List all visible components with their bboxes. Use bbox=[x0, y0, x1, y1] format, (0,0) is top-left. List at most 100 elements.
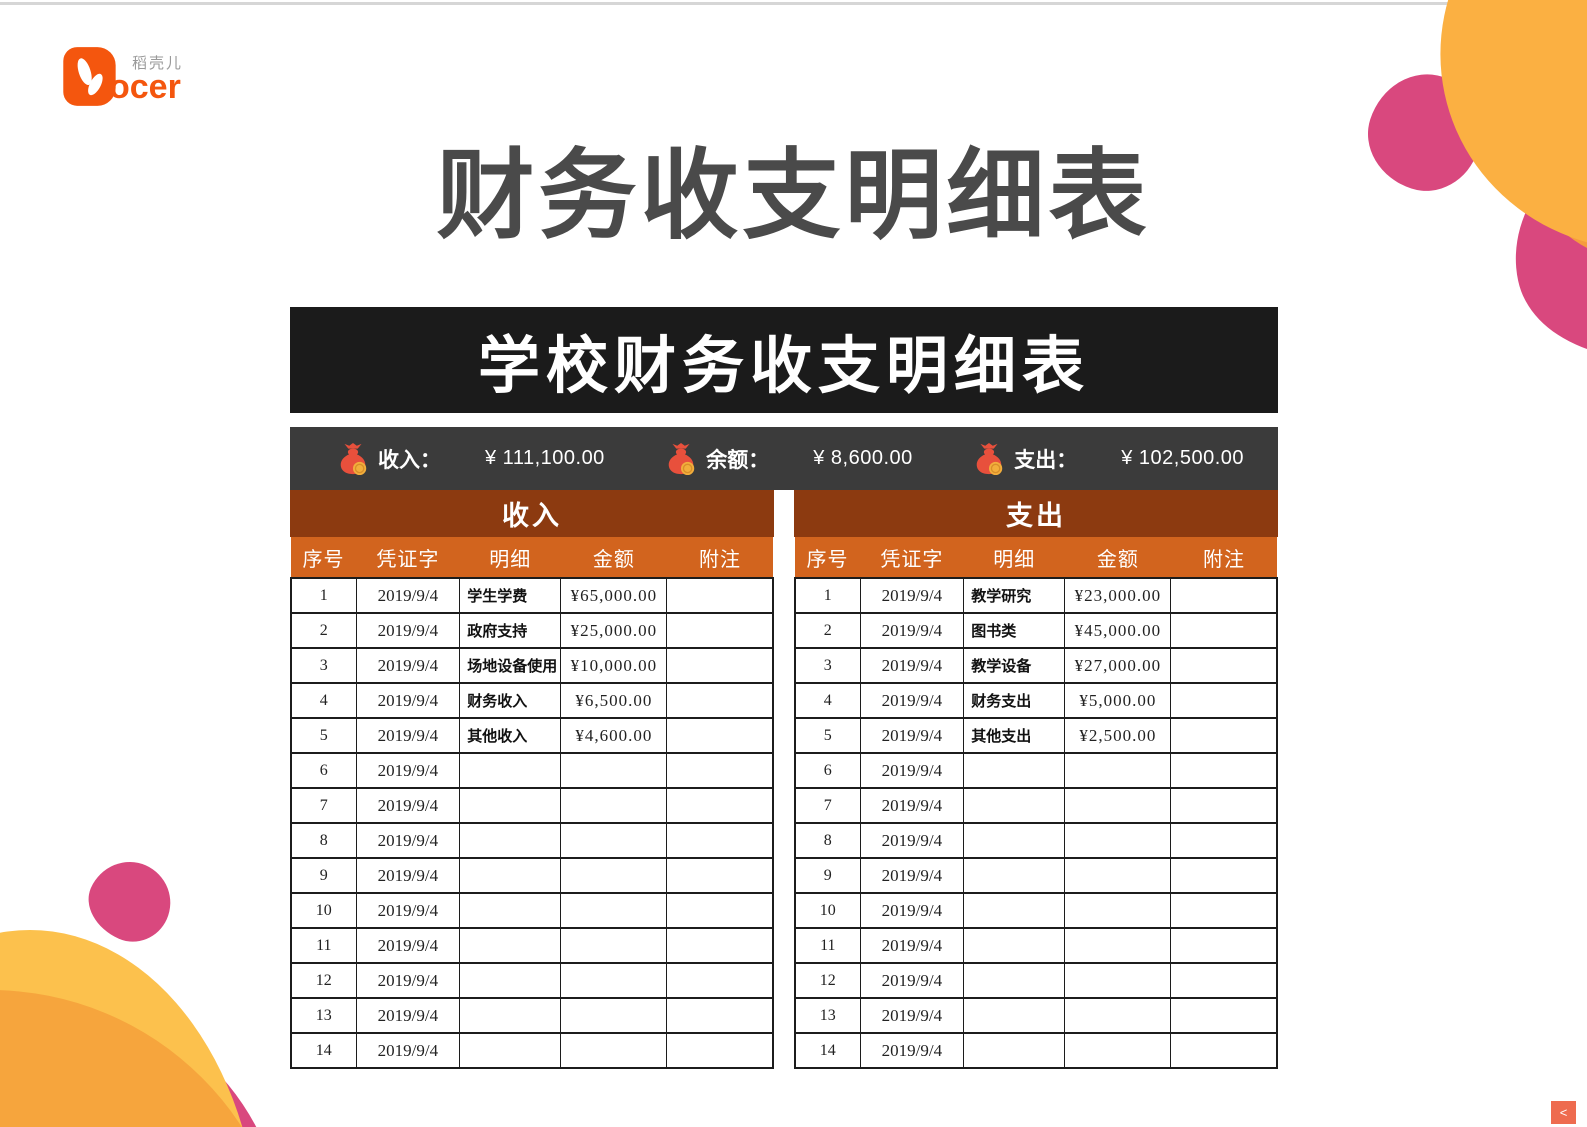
table-row: 8 2019/9/4 bbox=[290, 822, 774, 859]
cell-amount bbox=[1064, 892, 1172, 929]
table-row: 14 2019/9/4 bbox=[794, 1032, 1278, 1069]
cell-voucher-date: 2019/9/4 bbox=[355, 892, 461, 929]
table-row: 6 2019/9/4 bbox=[794, 752, 1278, 789]
cell-note bbox=[1170, 1032, 1278, 1069]
column-header-voucher: 凭证字 bbox=[860, 537, 964, 578]
cell-seq: 1 bbox=[794, 577, 861, 614]
cell-note bbox=[1170, 717, 1278, 754]
table-row: 11 2019/9/4 bbox=[794, 927, 1278, 964]
table-row: 10 2019/9/4 bbox=[794, 892, 1278, 929]
summary-balance-value: ¥ 8,600.00 bbox=[813, 447, 913, 469]
cell-amount: ¥25,000.00 bbox=[560, 612, 668, 649]
cell-seq: 4 bbox=[794, 682, 861, 719]
expense-table-title: 支出 bbox=[794, 490, 1278, 537]
cell-amount bbox=[560, 822, 668, 859]
table-row: 14 2019/9/4 bbox=[290, 1032, 774, 1069]
table-row: 2 2019/9/4 图书类 ¥45,000.00 bbox=[794, 612, 1278, 649]
summary-income: 收入： ¥ 111,100.00 bbox=[336, 441, 605, 477]
cell-note bbox=[1170, 752, 1278, 789]
cell-voucher-date: 2019/9/4 bbox=[859, 997, 965, 1034]
cell-amount bbox=[1064, 962, 1172, 999]
table-row: 1 2019/9/4 学生学费 ¥65,000.00 bbox=[290, 577, 774, 614]
cell-voucher-date: 2019/9/4 bbox=[355, 787, 461, 824]
cell-seq: 13 bbox=[290, 997, 357, 1034]
cell-seq: 14 bbox=[290, 1032, 357, 1069]
table-row: 9 2019/9/4 bbox=[290, 857, 774, 894]
cell-detail bbox=[459, 822, 562, 859]
logo-cn-text: 稻壳儿 bbox=[132, 55, 184, 72]
expense-table: 支出 序号 凭证字 明细 金额 附注 1 2019/9/4 教学研究 ¥23,000.… bbox=[794, 490, 1278, 1069]
cell-note bbox=[1170, 577, 1278, 614]
cell-note bbox=[666, 1032, 774, 1069]
cell-note bbox=[666, 997, 774, 1034]
cell-detail bbox=[459, 927, 562, 964]
cell-seq: 8 bbox=[794, 822, 861, 859]
cell-amount: ¥65,000.00 bbox=[560, 577, 668, 614]
cell-seq: 6 bbox=[290, 752, 357, 789]
money-bag-icon bbox=[976, 442, 1003, 475]
logo-brand-text: ocer bbox=[109, 68, 181, 106]
cell-amount bbox=[560, 1032, 668, 1069]
table-row: 3 2019/9/4 场地设备使用 ¥10,000.00 bbox=[290, 647, 774, 684]
cell-note bbox=[666, 577, 774, 614]
table-row: 7 2019/9/4 bbox=[794, 787, 1278, 824]
cell-voucher-date: 2019/9/4 bbox=[859, 647, 965, 684]
cell-detail: 其他支出 bbox=[963, 717, 1066, 754]
cell-voucher-date: 2019/9/4 bbox=[355, 822, 461, 859]
summary-balance-label: 余额： bbox=[706, 448, 770, 472]
table-row: 12 2019/9/4 bbox=[794, 962, 1278, 999]
column-header-note: 附注 bbox=[666, 537, 773, 578]
sheet-block: 学校财务收支明细表 收入： ¥ 111,100.00 bbox=[290, 307, 1278, 1069]
cell-note bbox=[666, 787, 774, 824]
cell-seq: 5 bbox=[290, 717, 357, 754]
cell-seq: 9 bbox=[290, 857, 357, 894]
money-bag-icon bbox=[668, 442, 695, 475]
cell-voucher-date: 2019/9/4 bbox=[355, 1032, 461, 1069]
table-row: 9 2019/9/4 bbox=[794, 857, 1278, 894]
cell-note bbox=[666, 717, 774, 754]
cell-voucher-date: 2019/9/4 bbox=[355, 612, 461, 649]
cell-note bbox=[1170, 892, 1278, 929]
column-header-amount: 金额 bbox=[1064, 537, 1171, 578]
cell-note bbox=[666, 612, 774, 649]
cell-note bbox=[666, 752, 774, 789]
cell-voucher-date: 2019/9/4 bbox=[859, 752, 965, 789]
cell-seq: 2 bbox=[290, 612, 357, 649]
cell-voucher-date: 2019/9/4 bbox=[859, 1032, 965, 1069]
cell-note bbox=[666, 857, 774, 894]
cell-seq: 9 bbox=[794, 857, 861, 894]
summary-expense-label: 支出： bbox=[1014, 448, 1078, 472]
table-row: 5 2019/9/4 其他收入 ¥4,600.00 bbox=[290, 717, 774, 754]
cell-seq: 5 bbox=[794, 717, 861, 754]
cell-note bbox=[666, 822, 774, 859]
cell-amount: ¥27,000.00 bbox=[1064, 647, 1172, 684]
cell-amount bbox=[1064, 1032, 1172, 1069]
cell-note bbox=[1170, 612, 1278, 649]
docer-logo[interactable]: 稻壳儿 ocer bbox=[62, 46, 212, 110]
summary-expense-value: ¥ 102,500.00 bbox=[1121, 447, 1244, 469]
prev-page-button[interactable]: < bbox=[1551, 1101, 1576, 1124]
top-divider-line bbox=[0, 2, 1587, 5]
cell-amount: ¥23,000.00 bbox=[1064, 577, 1172, 614]
cell-amount bbox=[1064, 997, 1172, 1034]
cell-detail: 图书类 bbox=[963, 612, 1066, 649]
column-header-seq: 序号 bbox=[291, 537, 357, 578]
cell-seq: 2 bbox=[794, 612, 861, 649]
cell-amount bbox=[560, 857, 668, 894]
cell-detail bbox=[963, 927, 1066, 964]
cell-note bbox=[1170, 927, 1278, 964]
cell-detail: 政府支持 bbox=[459, 612, 562, 649]
summary-income-value: ¥ 111,100.00 bbox=[485, 447, 605, 469]
cell-voucher-date: 2019/9/4 bbox=[859, 577, 965, 614]
cell-note bbox=[666, 962, 774, 999]
table-row: 1 2019/9/4 教学研究 ¥23,000.00 bbox=[794, 577, 1278, 614]
table-row: 10 2019/9/4 bbox=[290, 892, 774, 929]
cell-voucher-date: 2019/9/4 bbox=[859, 927, 965, 964]
cell-detail: 财务收入 bbox=[459, 682, 562, 719]
table-row: 2 2019/9/4 政府支持 ¥25,000.00 bbox=[290, 612, 774, 649]
table-row: 7 2019/9/4 bbox=[290, 787, 774, 824]
cell-detail bbox=[459, 787, 562, 824]
column-header-note: 附注 bbox=[1170, 537, 1277, 578]
cell-amount bbox=[1064, 927, 1172, 964]
column-header-voucher: 凭证字 bbox=[356, 537, 460, 578]
